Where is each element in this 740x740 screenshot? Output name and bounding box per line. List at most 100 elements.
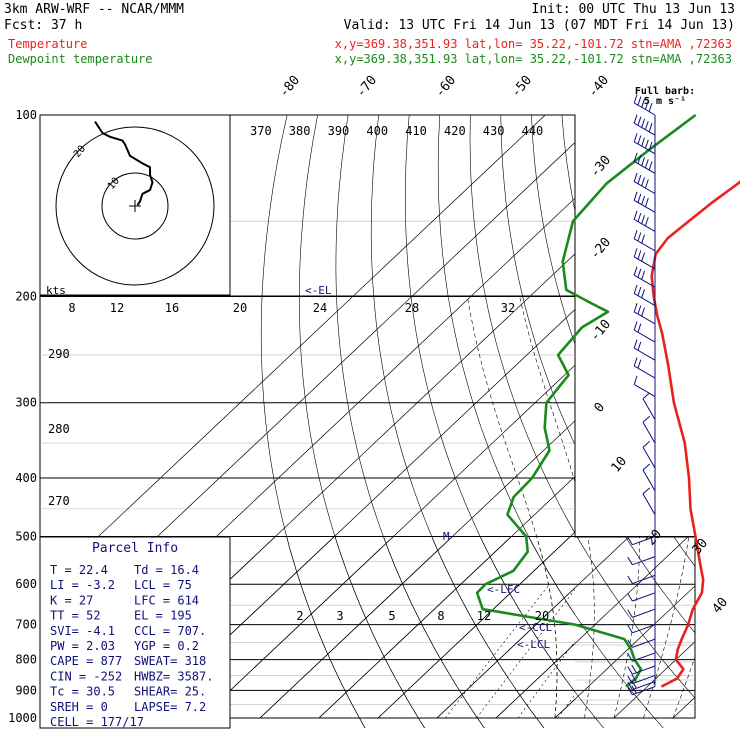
wind-barb-flag — [648, 123, 653, 132]
pressure-tick-label: 200 — [15, 290, 37, 304]
wind-barb-flag — [637, 323, 642, 333]
dry-adiabat-line — [576, 537, 695, 699]
wind-barb-flag — [637, 135, 642, 145]
isotherm-line — [732, 115, 740, 718]
isotherm-line — [495, 537, 689, 719]
wind-barb — [627, 574, 656, 585]
hodo-units-label: kts — [46, 284, 66, 297]
moist-adiabat-line — [585, 297, 640, 719]
wind-barb-shaft — [642, 469, 656, 492]
moist-adiabat-line — [613, 537, 640, 719]
wind-barb — [633, 210, 656, 232]
dry-adiabat-line — [286, 537, 366, 728]
moist-adiabat-line — [672, 656, 695, 719]
wind-barb-flag — [641, 177, 645, 187]
wind-barb — [627, 638, 656, 648]
mixing-ratio-label: 12 — [477, 609, 491, 623]
isotherm-label: -50 — [509, 73, 536, 101]
wind-barb-shaft — [632, 638, 656, 648]
wind-barb — [627, 536, 656, 546]
wind-barb-shaft — [642, 398, 656, 420]
wind-barb-shaft — [642, 422, 656, 444]
wind-barb-flag — [648, 141, 653, 151]
wind-barb — [633, 114, 656, 136]
wind-barb — [642, 415, 656, 444]
wind-barb-flag — [644, 159, 649, 169]
parcel-info-title: Parcel Info — [92, 541, 178, 556]
wind-barb-shaft — [633, 122, 656, 136]
wind-barb-flag — [642, 463, 651, 471]
wind-barb-flag — [633, 284, 638, 294]
wind-barb-shaft — [633, 199, 656, 213]
wind-barb-flag — [627, 675, 633, 684]
wind-barb-flag — [633, 339, 638, 349]
theta-label: 400 — [366, 124, 388, 138]
init-time: Init: 00 UTC Thu 13 Jun 13 — [532, 2, 736, 17]
wind-barb — [633, 133, 656, 155]
wind-barb — [642, 463, 656, 492]
valid-time: Valid: 13 UTC Fri 14 Jun 13 (07 MDT Fri … — [344, 18, 735, 33]
theta-label-left: 290 — [48, 347, 70, 361]
wind-barb-flag — [637, 175, 642, 184]
wind-barb-flag — [633, 321, 638, 331]
mixing-ratio-label: 3 — [336, 609, 343, 623]
level-marker-label: <-LCL — [517, 638, 550, 651]
parcel-info-right: CCL = 707. — [134, 624, 206, 638]
wind-barb-flag — [641, 215, 645, 224]
parcel-info-right: LFC = 614 — [134, 593, 199, 607]
mixing-ratio-label: 20 — [535, 609, 549, 623]
level-marker-label: <-EL — [305, 284, 332, 297]
wind-barb-flag — [637, 212, 642, 222]
wind-barb-shaft — [633, 219, 656, 232]
isotherm-label: 40 — [710, 595, 732, 617]
isotherm-label: 0 — [592, 400, 609, 416]
wind-barb-shaft — [633, 329, 656, 343]
parcel-info-left: LI = -3.2 — [50, 578, 115, 592]
wind-barb-flag — [633, 172, 638, 182]
hodo-speed-label: 8 — [68, 301, 75, 315]
dry-adiabat-line — [715, 115, 740, 731]
wind-barb-shaft — [632, 665, 656, 675]
wind-barb-flag — [644, 120, 649, 130]
isotherm-line — [554, 585, 695, 719]
parcel-info-right: HWBZ= 3587. — [134, 669, 213, 683]
wind-barb — [633, 230, 656, 252]
dry-adiabat-line — [593, 115, 740, 731]
theta-label: 410 — [405, 124, 427, 138]
pressure-tick-label: 300 — [15, 396, 37, 410]
mixing-ratio-label: 5 — [388, 609, 395, 623]
wind-barb — [633, 375, 656, 397]
wind-barb-shaft — [632, 556, 656, 566]
wind-barb-flag — [633, 230, 638, 240]
wind-barb-flag — [633, 133, 638, 143]
level-marker-label: <-CCL — [519, 621, 552, 634]
temperature-legend-label: Temperature — [8, 37, 87, 51]
wind-barb — [633, 266, 656, 288]
wind-barb — [633, 339, 656, 361]
isotherm-line — [732, 115, 740, 718]
wind-barb — [633, 284, 656, 306]
theta-label: 380 — [289, 124, 311, 138]
wind-barb-flag — [637, 193, 642, 203]
theta-label: 370 — [250, 124, 272, 138]
level-marker-label: <-LFC — [487, 583, 520, 596]
parcel-info-box: Parcel Info T = 22.4 Td = 16.4 LI = -3.2 LC… — [39, 536, 231, 729]
isotherm-label: -20 — [588, 235, 615, 263]
dry-adiabat-line — [335, 115, 485, 728]
moist-adiabat-line — [732, 297, 740, 719]
wind-barb-flag — [627, 624, 633, 634]
hodo-speed-label: 20 — [233, 301, 247, 315]
pressure-tick-label: 400 — [15, 471, 37, 485]
theta-label-left: 280 — [48, 422, 70, 436]
moist-adiabat-line — [536, 537, 558, 719]
parcel-info-left: CIN = -252 — [50, 669, 122, 683]
wind-barb-flag — [637, 250, 642, 260]
dewpoint-location-info: x,y=369.38,351.93 lat,lon= 35.22,-101.72… — [335, 52, 732, 66]
wind-barb-flag — [633, 114, 638, 124]
temperature-location-info: x,y=369.38,351.93 lat,lon= 35.22,-101.72… — [335, 37, 732, 51]
wind-barb-flag — [641, 137, 645, 147]
dry-adiabat-line — [562, 115, 740, 731]
wind-barb-flag — [627, 593, 633, 602]
mixing-ratio-line — [476, 589, 575, 719]
